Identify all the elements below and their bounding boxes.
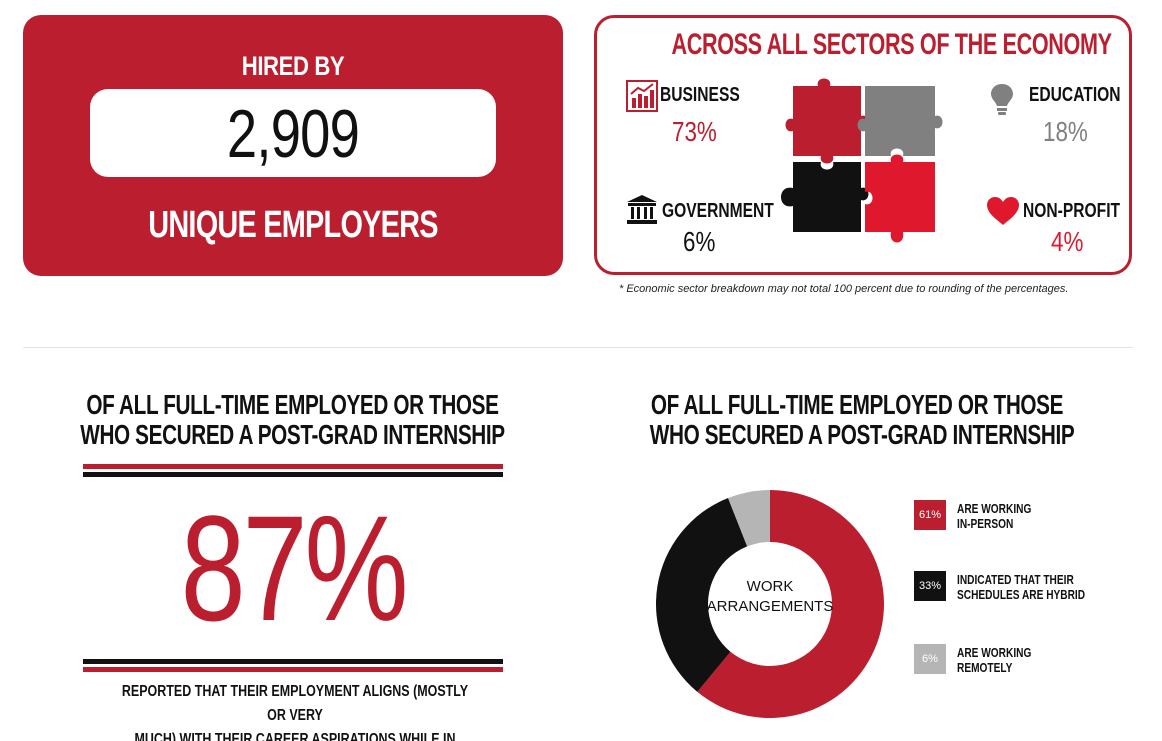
alignment-percentage: 87% — [180, 484, 409, 652]
sectors-title: ACROSS ALL SECTORS OF THE ECONOMY — [671, 28, 1112, 61]
sector-pct-government: 6% — [683, 226, 716, 257]
puzzle-piece-red — [785, 78, 869, 164]
bottom-stripe — [83, 659, 503, 672]
employer-count-box: 2,909 — [90, 89, 496, 177]
sectors-card: ACROSS ALL SECTORS OF THE ECONOMY BUSINE… — [594, 15, 1132, 275]
legend-swatch-remote: 6% — [914, 644, 946, 674]
work-title-line1: OF ALL FULL-TIME EMPLOYED OR THOSE — [650, 389, 1064, 420]
bar-chart-icon — [626, 80, 658, 112]
legend-label-remote: ARE WORKING REMOTELY — [957, 645, 1032, 675]
lightbulb-icon — [991, 84, 1013, 115]
government-building-icon — [627, 195, 657, 224]
alignment-description-line2: MUCH) WITH THEIR CAREER ASPIRATIONS WHIL… — [134, 731, 456, 741]
sector-label-nonprofit: NON-PROFIT — [1023, 200, 1121, 222]
legend-label-in-person: ARE WORKING IN-PERSON — [957, 501, 1032, 531]
top-stripe — [83, 464, 503, 477]
alignment-description: REPORTED THAT THEIR EMPLOYMENT ALIGNS (M… — [112, 680, 479, 741]
sector-pct-education: 18% — [1043, 116, 1088, 147]
heart-icon — [987, 197, 1019, 225]
donut-center-line1: WORK — [747, 578, 794, 595]
legend-swatch-in-person: 61% — [914, 500, 946, 530]
sectors-footnote: * Economic sector breakdown may not tota… — [619, 283, 1069, 295]
donut-hole — [708, 542, 832, 666]
work-arrangements-donut-chart: WORK ARRANGEMENTS — [656, 490, 884, 718]
hired-by-title: HIRED BY — [241, 51, 345, 81]
donut-center-line2: ARRANGEMENTS — [707, 598, 834, 615]
legend-swatch-hybrid: 33% — [914, 571, 946, 601]
work-title-line2: WHO SECURED A POST-GRAD INTERNSHIP — [649, 419, 1075, 450]
sector-label-business: BUSINESS — [660, 84, 740, 106]
sector-label-government: GOVERNMENT — [662, 200, 774, 222]
unique-employers-label: UNIQUE EMPLOYERS — [148, 204, 438, 246]
sector-label-education: EDUCATION — [1029, 84, 1121, 106]
alignment-title: OF ALL FULL-TIME EMPLOYED OR THOSE WHO S… — [76, 390, 509, 450]
alignment-title-line1: OF ALL FULL-TIME EMPLOYED OR THOSE — [86, 389, 499, 420]
puzzle-piece-gray — [857, 86, 943, 156]
legend-label-hybrid: INDICATED THAT THEIR SCHEDULES ARE HYBRID — [957, 572, 1086, 602]
alignment-description-line1: REPORTED THAT THEIR EMPLOYMENT ALIGNS (M… — [121, 683, 469, 724]
section-divider — [23, 347, 1133, 348]
sector-pct-business: 73% — [672, 116, 717, 147]
puzzle-piece-bright-red — [865, 154, 935, 243]
sector-pct-nonprofit: 4% — [1051, 226, 1084, 257]
hired-by-card: HIRED BY 2,909 UNIQUE EMPLOYERS — [23, 15, 563, 276]
employer-count: 2,909 — [226, 96, 360, 172]
alignment-title-line2: WHO SECURED A POST-GRAD INTERNSHIP — [80, 419, 505, 450]
puzzle-pieces-graphic — [781, 78, 943, 243]
puzzle-piece-black — [781, 162, 869, 232]
work-title: OF ALL FULL-TIME EMPLOYED OR THOSE WHO S… — [649, 389, 1075, 450]
